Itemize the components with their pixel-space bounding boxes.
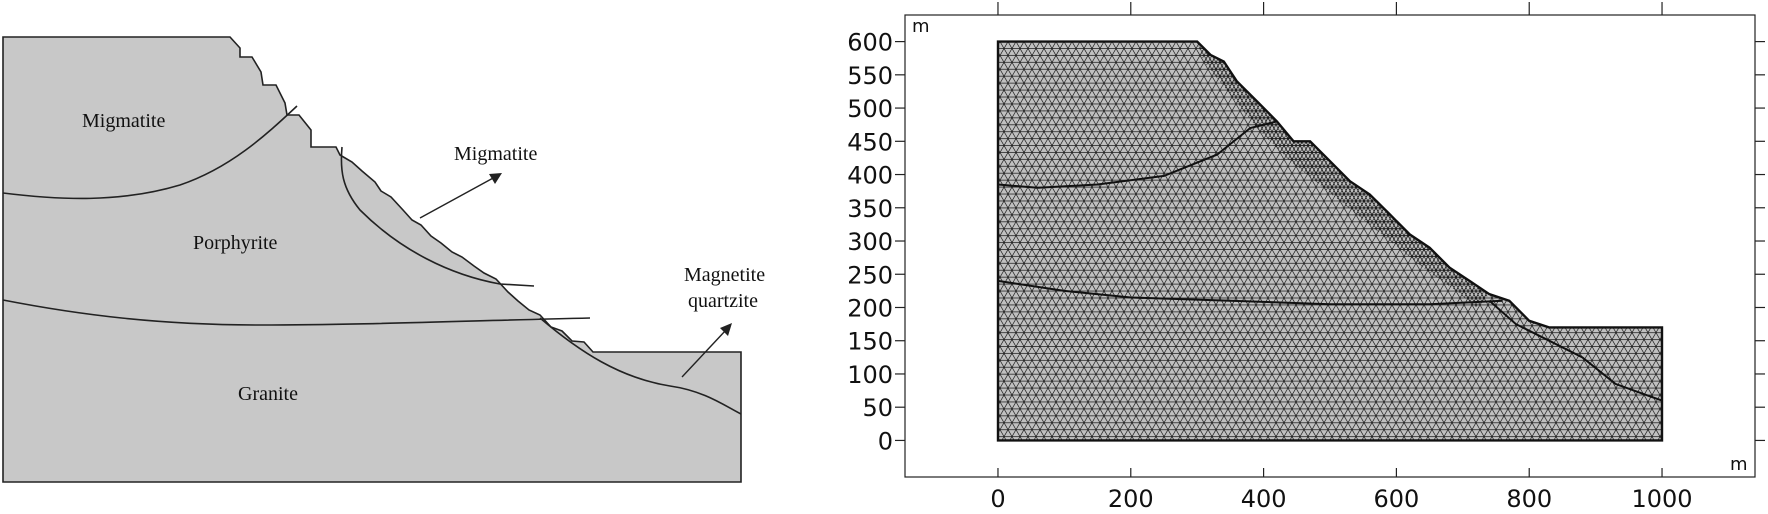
y-tick-label: 500 — [847, 95, 893, 123]
x-tick-label: 800 — [1506, 485, 1552, 513]
x-unit-label: m — [1730, 454, 1748, 475]
callout-arrow-magnetite — [681, 329, 727, 378]
material-boundary — [1488, 300, 1663, 402]
arrowhead-migmatite — [489, 173, 502, 184]
y-axis-ticks: 0 50 100 150 200 250 300 350 400 450 500 550 600 — [847, 29, 1765, 455]
x-axis-ticks: 0 200 400 600 800 1000 — [990, 2, 1693, 513]
y-tick-label: 100 — [847, 361, 893, 389]
y-tick-label: 600 — [847, 29, 893, 57]
callout-arrow-migmatite — [419, 176, 496, 219]
y-tick-label: 200 — [847, 294, 893, 322]
y-tick-label: 400 — [847, 162, 893, 190]
y-tick-label: 350 — [847, 195, 893, 223]
x-tick-label: 400 — [1241, 485, 1287, 513]
geological-section: Migmatite Migmatite Porphyrite Magnetite… — [2, 36, 765, 483]
y-tick-label: 250 — [847, 261, 893, 289]
x-tick-label: 1000 — [1631, 485, 1692, 513]
y-tick-label: 0 — [878, 427, 893, 455]
y-tick-label: 300 — [847, 228, 893, 256]
arrowhead-magnetite — [720, 323, 732, 336]
label-migmatite-callout: Migmatite — [454, 143, 537, 165]
label-porphyrite: Porphyrite — [193, 232, 278, 254]
contact-upper-migmatite-wedge — [340, 146, 535, 287]
x-tick-label: 600 — [1374, 485, 1420, 513]
x-tick-label: 0 — [990, 485, 1005, 513]
y-unit-label: m — [912, 16, 930, 37]
y-tick-label: 150 — [847, 328, 893, 356]
material-boundary — [997, 279, 1503, 306]
x-tick-label: 200 — [1108, 485, 1154, 513]
label-magnetite: Magnetite — [684, 264, 765, 286]
label-migmatite-upper: Migmatite — [82, 110, 165, 132]
y-tick-label: 450 — [847, 128, 893, 156]
mesh-plot: 0 200 400 600 800 1000 0 50 100 150 200 250 300 350 4… — [847, 2, 1765, 513]
mesh-body — [996, 40, 1664, 442]
contact-porphyrite-granite — [2, 299, 591, 326]
slope-outline — [2, 36, 742, 483]
y-tick-label: 50 — [862, 394, 893, 422]
domain-outline — [996, 40, 1664, 442]
material-boundary — [997, 120, 1278, 189]
contact-migmatite-porphyrite — [2, 105, 298, 200]
mesh-grid — [998, 41, 1662, 441]
mesh-refined-zone — [1197, 41, 1490, 308]
label-quartzite: quartzite — [688, 290, 758, 312]
y-tick-label: 550 — [847, 62, 893, 90]
label-granite: Granite — [238, 383, 298, 405]
contact-magnetite-quartzite — [539, 317, 742, 415]
